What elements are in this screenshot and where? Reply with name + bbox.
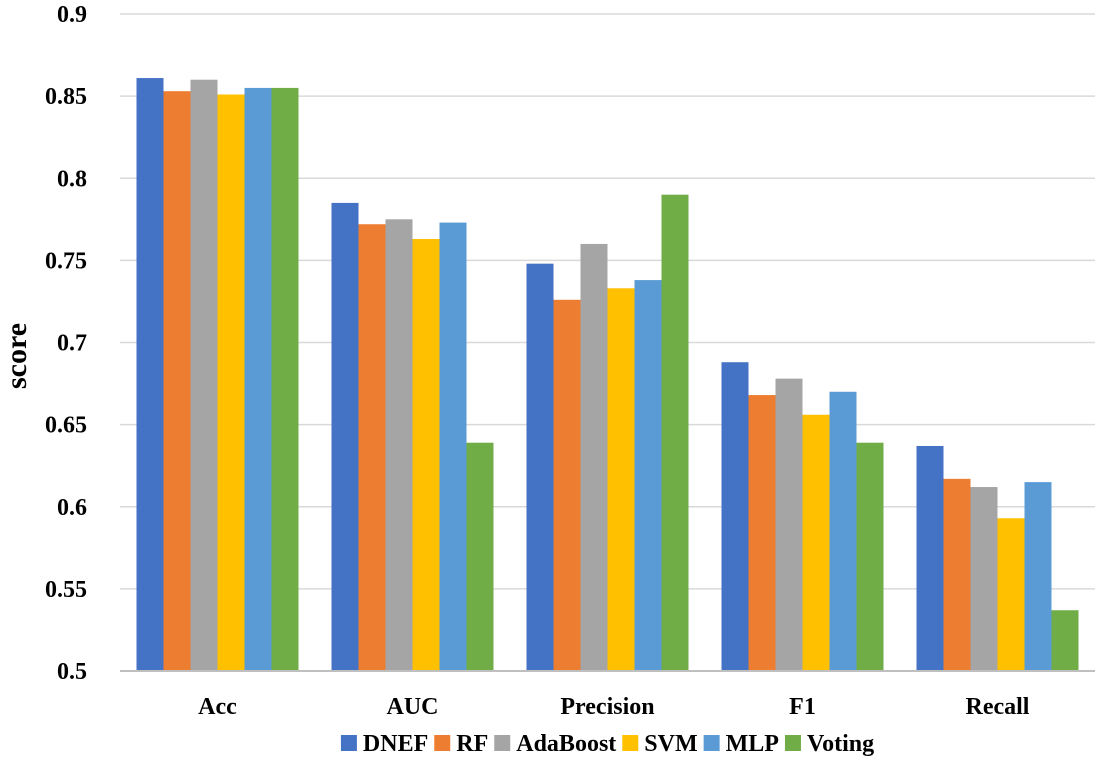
y-tick-labels: 0.5 0.55 0.6 0.65 0.7 0.75 0.8 0.85 0.9	[45, 2, 87, 685]
y-tick-label: 0.75	[45, 248, 87, 274]
legend-label: DNEF	[363, 731, 428, 757]
y-tick-label: 0.9	[57, 2, 87, 28]
bar-adaboost-f1	[775, 378, 803, 671]
legend-swatch	[784, 735, 801, 751]
legend-swatch	[494, 735, 511, 751]
bar-svm-auc	[412, 239, 440, 671]
bar-voting-acc	[271, 87, 299, 672]
x-tick-label: Precision	[560, 694, 654, 720]
y-tick-label: 0.85	[45, 84, 87, 110]
legend-item-voting: Voting	[784, 731, 874, 757]
bar-dnef-f1	[721, 362, 749, 671]
bar-mlp-recall	[1024, 482, 1052, 671]
x-tick-label: AUC	[387, 694, 439, 720]
bar-rf-f1	[748, 395, 776, 671]
x-tick-label: Recall	[966, 694, 1030, 720]
bar-adaboost-auc	[385, 219, 413, 671]
y-tick-label: 0.7	[57, 331, 87, 357]
bar-voting-f1	[856, 442, 884, 671]
legend-swatch	[622, 735, 639, 751]
legend-item-mlp: MLP	[703, 731, 779, 757]
bar-voting-auc	[466, 442, 494, 671]
bar-dnef-acc	[136, 78, 164, 672]
legend-swatch	[340, 735, 357, 751]
legend-label: SVM	[644, 731, 697, 757]
bar-rf-acc	[163, 91, 191, 671]
bar-rf-recall	[943, 478, 971, 671]
x-tick-labels: Acc AUC Precision F1 Recall	[198, 694, 1030, 720]
bar-mlp-acc	[244, 87, 272, 672]
x-tick-label: F1	[789, 694, 816, 720]
bar-svm-recall	[997, 518, 1025, 671]
bar-dnef-recall	[916, 445, 944, 671]
y-axis-label: score	[0, 323, 33, 389]
bar-adaboost-acc	[190, 79, 218, 671]
bars	[136, 78, 1079, 672]
y-tick-label: 0.65	[45, 413, 87, 439]
bar-rf-precision	[553, 299, 581, 671]
bar-svm-precision	[607, 288, 635, 671]
bar-mlp-f1	[829, 391, 857, 671]
legend-swatch	[703, 735, 720, 751]
legend-label: RF	[456, 731, 488, 757]
bar-dnef-precision	[526, 263, 554, 671]
x-tick-label: Acc	[198, 694, 237, 720]
y-tick-label: 0.6	[57, 495, 87, 521]
bar-rf-auc	[358, 224, 386, 672]
bar-voting-precision	[661, 194, 689, 672]
legend-label: AdaBoost	[516, 731, 616, 757]
bar-voting-recall	[1051, 610, 1079, 671]
bar-mlp-precision	[634, 280, 662, 671]
y-tick-label: 0.5	[57, 659, 87, 685]
legend-item-adaboost: AdaBoost	[494, 731, 616, 757]
bar-dnef-auc	[331, 202, 359, 671]
bar-adaboost-recall	[970, 487, 998, 671]
legend-item-dnef: DNEF	[340, 731, 428, 757]
bar-svm-acc	[217, 94, 245, 672]
legend-label: MLP	[726, 731, 779, 757]
bar-svm-f1	[802, 414, 830, 671]
legend-label: Voting	[807, 731, 874, 757]
bar-adaboost-precision	[580, 243, 608, 671]
legend-item-svm: SVM	[622, 731, 698, 757]
legend-swatch	[434, 735, 451, 751]
legend: DNEF RF AdaBoost SVM MLP Voting	[340, 731, 874, 757]
bar-mlp-auc	[439, 222, 467, 671]
y-tick-label: 0.8	[57, 166, 87, 192]
y-tick-label: 0.55	[45, 577, 87, 603]
legend-item-rf: RF	[434, 731, 488, 757]
